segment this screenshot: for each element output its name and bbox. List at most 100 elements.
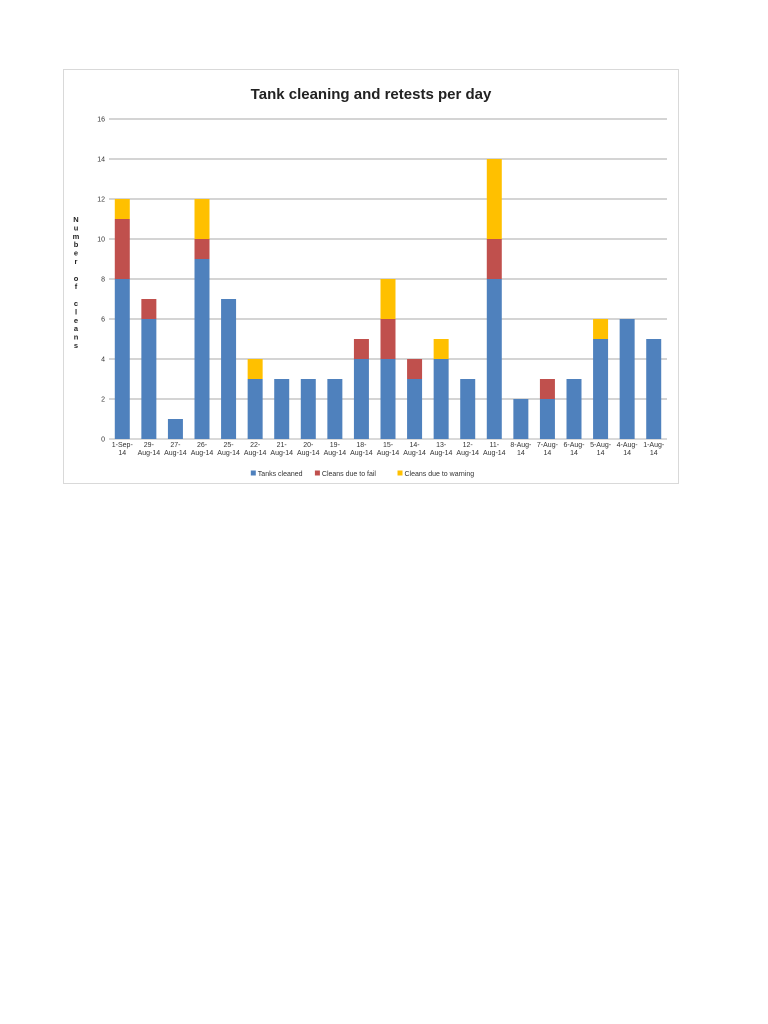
y-tick-label: 16 [97,117,105,124]
x-tick-label: 18- [356,442,367,449]
x-tick-label: Aug-14 [377,450,400,457]
x-tick-label: 6-Aug- [563,442,585,449]
bar-segment-fail [486,239,502,279]
bar-segment-fail [353,339,369,359]
x-tick-label: 11- [489,442,499,449]
x-tick-label: Aug-14 [324,450,347,457]
x-tick-label: 15- [383,442,394,449]
bar-segment-tanks-cleaned [167,419,183,439]
bar-segment-tanks-cleaned [513,399,529,439]
x-tick-label: 14 [597,450,605,457]
bar-segment-tanks-cleaned [407,379,423,439]
bar-segment-tanks-cleaned [141,319,157,439]
x-tick-label: 14 [623,450,631,457]
x-tick-label: Aug-14 [430,450,453,457]
bar-segment-warning [380,279,396,319]
bar-segment-tanks-cleaned [593,339,609,439]
x-tick-label: Aug-14 [191,450,214,457]
legend-swatch [250,470,256,476]
y-tick-label: 14 [97,157,105,164]
legend-label: Cleans due to fail [322,471,377,478]
bar-segment-tanks-cleaned [539,399,555,439]
y-tick-label: 4 [101,357,105,364]
bar-segment-tanks-cleaned [327,379,343,439]
x-tick-label: 14 [570,450,578,457]
legend: Tanks cleaned Cleans due to fail Cleans du… [250,470,475,478]
x-tick-label: Aug-14 [217,450,240,457]
x-tick-label: 19- [330,442,341,449]
bar-segment-warning [247,359,263,379]
y-tick-label: 6 [101,317,105,324]
bar-segment-fail [114,219,130,279]
x-tick-label: Aug-14 [483,450,506,457]
x-tick-label: 14 [517,450,525,457]
bar-segment-tanks-cleaned [433,359,449,439]
y-tick-label: 2 [101,397,105,404]
bar-segment-tanks-cleaned [566,379,582,439]
legend-label: Cleans due to warning [405,471,475,478]
x-tick-label: 1-Sep- [112,442,134,449]
x-tick-label: 25- [224,442,235,449]
bar-segment-tanks-cleaned [380,359,396,439]
legend-swatch [397,470,403,476]
x-tick-label: 13- [436,442,447,449]
x-tick-label: 5-Aug- [590,442,612,449]
bar-segment-tanks-cleaned [300,379,316,439]
x-tick-label: 26- [197,442,208,449]
bar-segment-fail [141,299,157,319]
x-tick-label: 1-Aug- [643,442,665,449]
x-tick-label: 12- [463,442,474,449]
x-tick-label: 14- [410,442,421,449]
bar-segment-warning [593,319,609,339]
bar-segment-fail [407,359,423,379]
bar-segment-warning [486,159,502,239]
y-axis-ticks: 0 2 4 6 8 10 12 14 16 [97,117,105,444]
x-tick-label: Aug-14 [270,450,293,457]
bar-segment-fail [380,319,396,359]
bar-segment-warning [433,339,449,359]
bar-segment-tanks-cleaned [486,279,502,439]
bar-segment-tanks-cleaned [646,339,662,439]
x-tick-label: Aug-14 [164,450,187,457]
y-tick-label: 8 [101,277,105,284]
x-tick-label: 7-Aug- [537,442,559,449]
x-tick-label: Aug-14 [138,450,161,457]
x-tick-label: 8-Aug- [510,442,532,449]
y-tick-label: 10 [97,237,105,244]
bar-segment-fail [194,239,210,259]
x-tick-label: 29- [144,442,155,449]
x-tick-label: Aug-14 [244,450,267,457]
bar-segment-warning [194,199,210,239]
bar-segment-warning [114,199,130,219]
stacked-bar-chart: Tank cleaning and retests per day 0 2 4 6 8 1… [73,86,667,478]
bar-segment-tanks-cleaned [247,379,263,439]
x-tick-label: 14 [544,450,552,457]
x-tick-label: 20- [303,442,314,449]
bar-segment-fail [539,379,555,399]
bar-segment-tanks-cleaned [460,379,476,439]
bar-segment-tanks-cleaned [353,359,369,439]
x-tick-label: 21- [277,442,288,449]
legend-swatch [314,470,320,476]
bar-segment-tanks-cleaned [221,299,237,439]
x-tick-label: 22- [250,442,261,449]
x-tick-label: Aug-14 [456,450,479,457]
x-tick-label: 4-Aug- [617,442,639,449]
x-tick-label: Aug-14 [403,450,426,457]
x-tick-label: Aug-14 [350,450,373,457]
x-tick-label: 14 [118,450,126,457]
y-tick-label: 12 [97,197,105,204]
bar-segment-tanks-cleaned [194,259,210,439]
bar-segment-tanks-cleaned [274,379,290,439]
x-tick-label: 14 [650,450,658,457]
chart-title: Tank cleaning and retests per day [251,86,492,103]
legend-label: Tanks cleaned [258,471,303,478]
x-tick-label: 27- [170,442,181,449]
x-axis-labels: 1-Sep-1429-Aug-1427-Aug-1426-Aug-1425-Au… [112,442,665,457]
bar-segment-tanks-cleaned [619,319,635,439]
bar-segment-tanks-cleaned [114,279,130,439]
bars [114,159,662,439]
chart-frame: Tank cleaning and retests per day 0 2 4 6 8 1… [63,69,679,484]
